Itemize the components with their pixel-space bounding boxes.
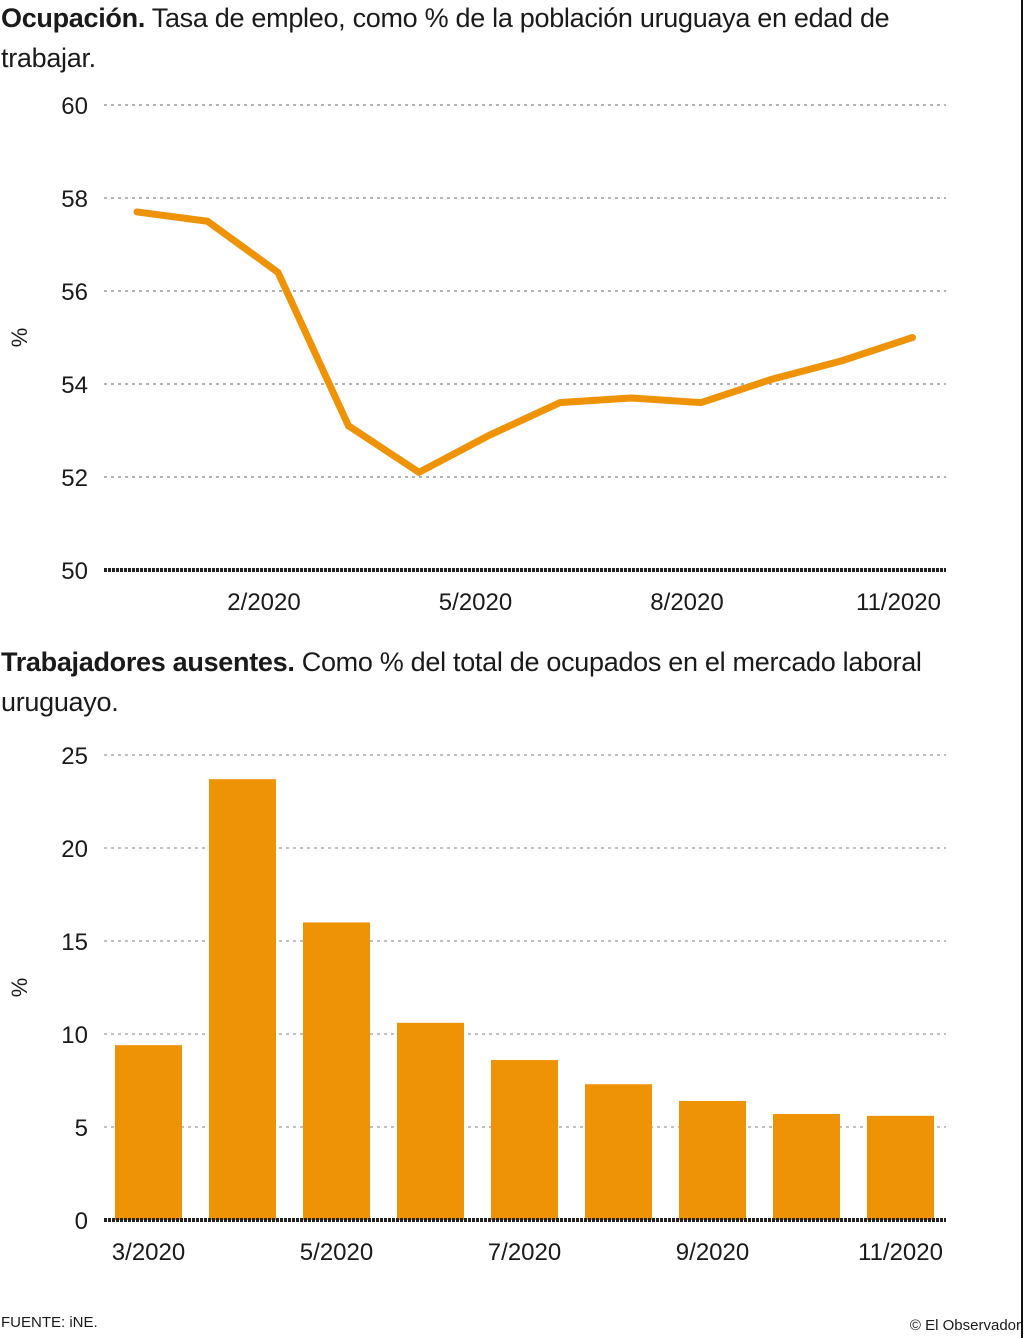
chart1-title-bold: Ocupación. [1, 3, 146, 33]
source-note: FUENTE: iNE. [1, 1314, 98, 1331]
chart2-title-bold: Trabajadores ausentes. [1, 647, 295, 677]
y-tick-label: 10 [61, 1022, 88, 1049]
y-tick-label: 20 [61, 836, 88, 863]
x-tick-label: 5/2020 [439, 589, 512, 616]
absent-workers-bar-chart: 0 5 10 15 20 25% 3/2020 5/2020 7/2020 9/2020 11/20… [7, 743, 946, 1266]
bar-11-2020 [867, 1115, 934, 1220]
y-tick-label: 60 [61, 93, 88, 120]
chart2-title: Trabajadores ausentes. Como % del total … [1, 642, 961, 722]
bar-6-2020 [397, 1022, 464, 1220]
y-tick-label: 50 [61, 558, 88, 585]
x-tick-label: 3/2020 [112, 1239, 185, 1266]
chart2-title-text: Como % del total de ocupados en el merca… [1, 647, 922, 717]
employment-line-chart: 50 52 54 56 58 60% 2/2020 5/2020 8/2020 11/2020 [7, 93, 946, 616]
x-tick-label: 2/2020 [227, 589, 300, 616]
credit-note: © El Observador [909, 1317, 1021, 1334]
bar-8-2020 [585, 1084, 652, 1220]
frame-border [1021, 0, 1023, 1338]
y-tick-label: 56 [61, 279, 88, 306]
x-tick-label: 5/2020 [300, 1239, 373, 1266]
bar-7-2020 [491, 1060, 558, 1220]
x-tick-label: 11/2020 [856, 589, 941, 616]
bar-9-2020 [679, 1100, 746, 1220]
y-tick-label: 5 [75, 1115, 88, 1142]
y-axis-label: % [7, 978, 32, 998]
y-tick-label: 15 [61, 929, 88, 956]
bar-3-2020 [115, 1045, 182, 1220]
chart1-title: Ocupación. Tasa de empleo, como % de la … [1, 0, 961, 78]
x-tick-label: 7/2020 [488, 1239, 561, 1266]
y-tick-label: 58 [61, 186, 88, 213]
y-tick-label: 54 [61, 372, 88, 399]
y-tick-label: 0 [75, 1208, 88, 1235]
bar-4-2020 [209, 779, 276, 1220]
bar-10-2020 [773, 1113, 840, 1220]
y-tick-label: 52 [61, 465, 88, 492]
y-tick-label: 25 [61, 743, 88, 770]
x-tick-label: 9/2020 [676, 1239, 749, 1266]
x-tick-label: 8/2020 [650, 589, 723, 616]
chart1-title-text: Tasa de empleo, como % de la población u… [1, 3, 890, 73]
bar-5-2020 [303, 922, 370, 1220]
y-axis-label: % [7, 328, 32, 348]
x-tick-label: 11/2020 [858, 1239, 943, 1266]
series-line [133, 208, 916, 477]
